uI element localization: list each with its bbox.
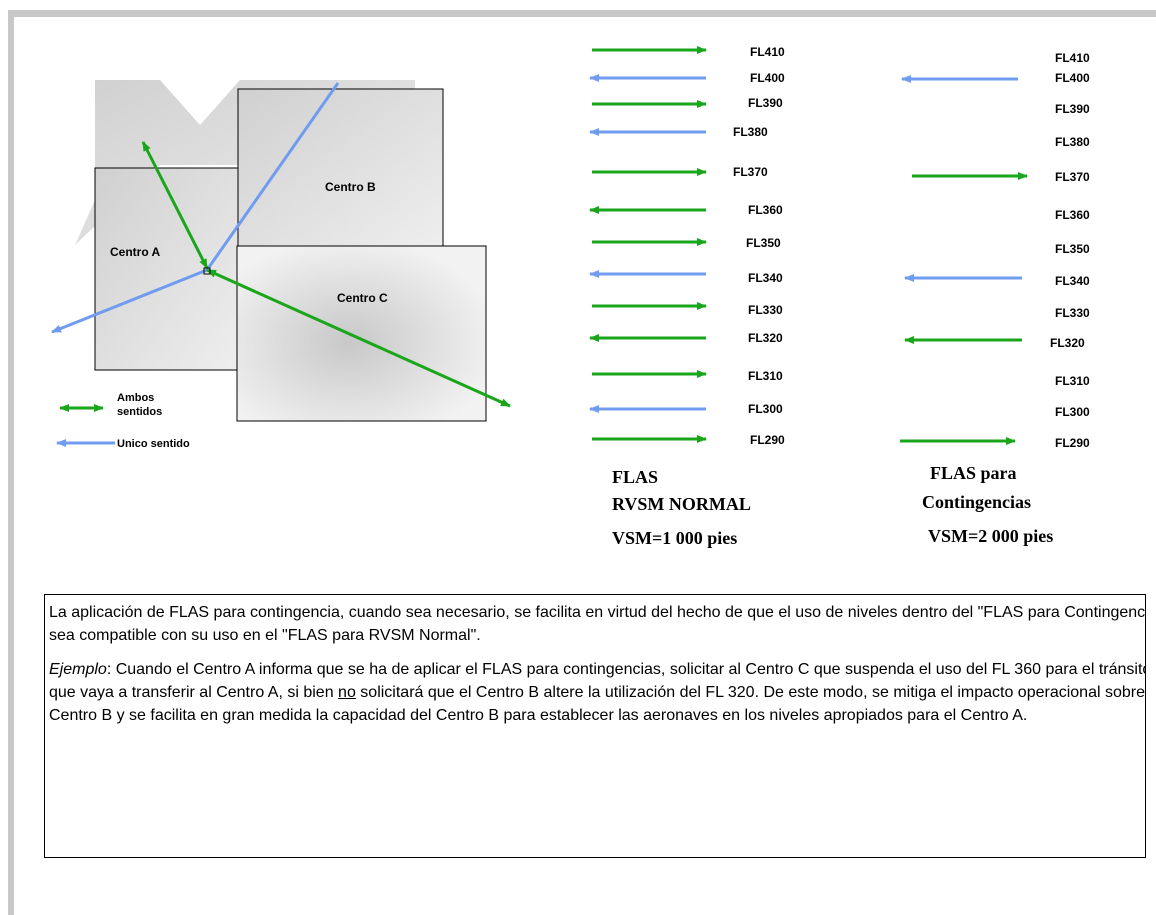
caption: VSM=2 000 pies [928,526,1053,546]
center-label: Centro C [337,291,388,305]
level-label: FL380 [1055,135,1090,149]
emphasis: no [338,684,356,701]
level-label: FL370 [1055,170,1090,184]
level-label: FL340 [748,271,783,285]
level-label: FL290 [1055,436,1090,450]
caption: VSM=1 000 pies [612,528,737,548]
level-label: FL400 [750,71,785,85]
level-label: FL380 [733,125,768,139]
text: : Cuando el Centro A informa que se ha d… [49,661,1146,701]
level-label: FL320 [748,331,783,345]
level-label: FL410 [1055,51,1090,65]
level-label: FL290 [750,433,785,447]
caption: FLAS para [930,463,1017,483]
level-label: FL400 [1055,71,1090,85]
caption: RVSM NORMAL [612,494,751,514]
level-label: FL410 [750,45,785,59]
text: solicitará que el Centro B altere la uti… [49,684,1146,724]
route [205,82,340,271]
level-label: FL300 [1055,405,1090,419]
level-label: FL320 [1050,336,1085,350]
example-label: Ejemplo [49,661,107,678]
legend-label: Unico sentido [117,438,190,450]
paragraph: La aplicación de FLAS para contingencia,… [49,604,1146,644]
caption: Contingencias [922,492,1031,512]
level-label: FL390 [1055,102,1090,116]
level-label: FL360 [1055,208,1090,222]
left-border [8,10,14,915]
text-box: La aplicación de FLAS para contingencia,… [44,594,1146,858]
caption: FLAS [612,467,658,487]
centro-a [94,167,239,371]
level-label: FL340 [1055,274,1090,288]
level-label: FL350 [1055,242,1090,256]
level-label: FL390 [748,96,783,110]
top-border [8,10,1156,17]
level-label: FL330 [748,303,783,317]
level-label: FL310 [748,369,783,383]
level-label: FL310 [1055,374,1090,388]
centro-c [236,245,487,422]
route [51,268,208,334]
centro-b [237,88,444,247]
point [203,267,211,275]
route [206,268,511,408]
level-label: FL360 [748,203,783,217]
center-label: Centro A [110,245,161,259]
level-label: FL350 [746,236,781,250]
route [141,141,209,269]
level-label: FL370 [733,165,768,179]
legend-label: Ambos [117,392,154,404]
level-label: FL330 [1055,306,1090,320]
center-label: Centro B [325,180,376,194]
paragraph: Ejemplo: Cuando el Centro A informa que … [49,658,1146,727]
legend-label: sentidos [117,406,162,418]
level-label: FL300 [748,402,783,416]
